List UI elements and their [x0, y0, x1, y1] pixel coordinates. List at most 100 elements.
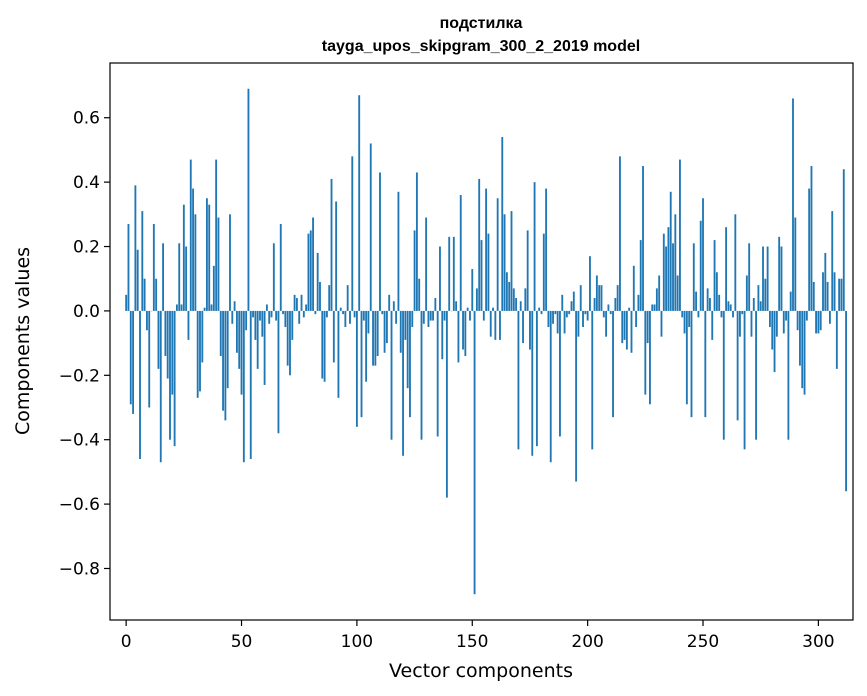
bar-265: [736, 310, 739, 421]
bar-254: [711, 310, 714, 340]
bar-150: [471, 269, 474, 311]
bar-59: [261, 310, 264, 337]
bar-278: [766, 246, 769, 311]
bar-228: [651, 304, 654, 311]
bar-6: [139, 310, 141, 460]
bar-7: [141, 211, 144, 311]
bar-42: [222, 310, 224, 411]
bar-307: [833, 272, 836, 311]
bar-200: [586, 310, 589, 321]
bar-221: [635, 310, 638, 328]
bar-72: [291, 310, 294, 340]
bar-176: [531, 310, 534, 456]
bar-165: [505, 272, 508, 311]
bar-273: [755, 310, 758, 440]
bar-303: [824, 252, 827, 311]
bar-103: [362, 310, 365, 321]
bar-246: [692, 243, 695, 311]
bar-179: [538, 307, 541, 311]
bar-142: [452, 236, 455, 311]
chart-title-line1: подстилка: [440, 15, 523, 32]
bar-171: [519, 301, 522, 311]
bar-112: [383, 310, 386, 353]
bar-100: [355, 310, 358, 427]
bar-296: [808, 188, 811, 311]
bar-134: [434, 298, 437, 311]
bar-206: [600, 285, 603, 311]
bar-14: [157, 310, 160, 369]
bar-81: [312, 217, 314, 311]
bar-309: [838, 278, 841, 311]
bar-252: [706, 288, 709, 311]
bar-60: [263, 310, 266, 385]
bar-164: [503, 214, 506, 311]
bar-65: [275, 310, 278, 321]
bar-231: [658, 275, 661, 311]
bar-52: [245, 310, 248, 331]
bar-128: [420, 310, 423, 440]
bar-153: [478, 178, 481, 311]
bar-215: [621, 310, 624, 344]
bar-115: [390, 310, 393, 440]
bar-166: [508, 281, 511, 311]
bar-43: [224, 310, 227, 421]
bar-85: [321, 310, 324, 379]
bar-31: [196, 310, 199, 398]
bar-105: [367, 310, 370, 334]
bar-53: [247, 88, 250, 311]
bar-48: [235, 310, 238, 353]
bar-293: [801, 310, 804, 389]
bar-247: [695, 291, 698, 311]
bar-223: [639, 240, 642, 311]
bar-189: [561, 294, 564, 311]
bar-270: [748, 243, 751, 311]
bar-170: [517, 310, 520, 450]
bar-33: [201, 310, 204, 363]
x-tick-label: 50: [231, 632, 253, 652]
bar-130: [425, 217, 428, 311]
bar-5: [136, 249, 139, 311]
bar-113: [385, 310, 388, 344]
bar-261: [727, 301, 730, 311]
bar-138: [443, 310, 446, 321]
bar-58: [259, 310, 261, 321]
bar-12: [152, 223, 155, 311]
bar-16: [162, 243, 164, 311]
bar-73: [293, 294, 296, 311]
bar-69: [284, 310, 287, 328]
bar-39: [215, 159, 218, 311]
bar-272: [752, 298, 755, 311]
bar-101: [358, 95, 361, 311]
bar-251: [704, 310, 707, 418]
bar-22: [175, 304, 178, 311]
bar-163: [501, 137, 504, 311]
bar-15: [159, 310, 162, 463]
bar-135: [436, 310, 439, 437]
bar-248: [697, 310, 700, 318]
bar-137: [441, 310, 444, 360]
bar-235: [667, 227, 670, 311]
bar-239: [676, 275, 679, 311]
bar-89: [330, 178, 333, 311]
bar-32: [199, 310, 201, 392]
bar-125: [413, 230, 416, 311]
bar-184: [549, 310, 552, 463]
bar-8: [143, 278, 146, 311]
bar-298: [812, 281, 815, 311]
bar-281: [773, 310, 776, 373]
bar-143: [455, 301, 458, 311]
bar-124: [411, 310, 414, 328]
bar-66: [277, 310, 280, 434]
bar-158: [489, 310, 492, 337]
bar-82: [314, 310, 317, 315]
bar-242: [683, 310, 686, 334]
bar-240: [679, 159, 681, 311]
bar-34: [203, 307, 206, 311]
bar-61: [265, 304, 268, 311]
bar-299: [815, 310, 818, 334]
bar-169: [515, 298, 518, 311]
bar-40: [217, 217, 220, 311]
y-tick-label: −0.8: [59, 559, 100, 579]
bar-213: [616, 285, 619, 311]
bar-46: [231, 310, 234, 324]
